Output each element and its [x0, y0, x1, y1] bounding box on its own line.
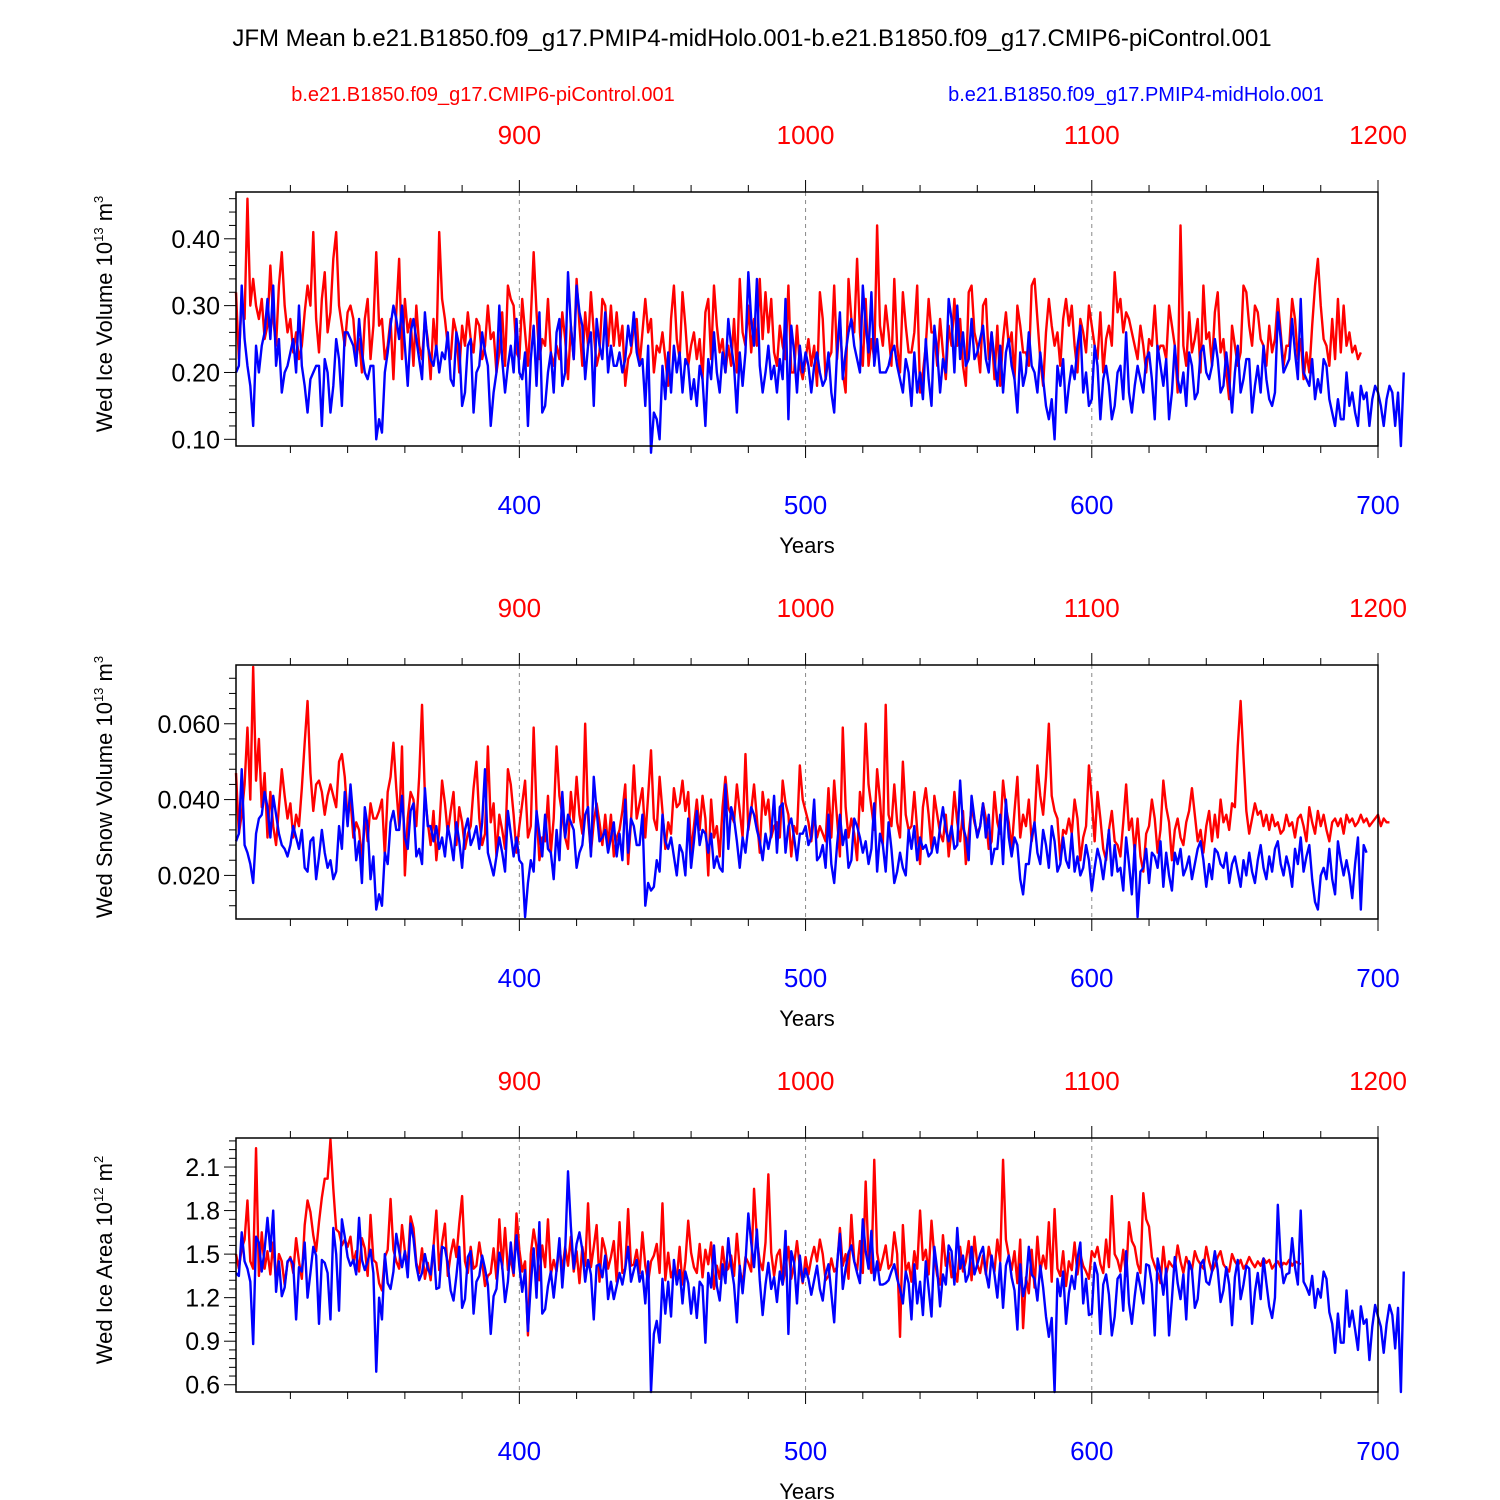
series-line-picontrol: [234, 1138, 1302, 1339]
legend-midholo-label: b.e21.B1850.f09_g17.PMIP4-midHolo.001: [948, 84, 1324, 106]
y-axis-label-superscript: 3: [91, 656, 106, 663]
y-tick-label: 0.6: [185, 1372, 220, 1400]
series-line-midholo: [235, 1170, 1405, 1394]
y-axis-label-superscript: 3: [91, 196, 106, 203]
y-tick-label: 0.30: [171, 293, 220, 321]
x-tick-label-top: 1000: [777, 1066, 835, 1096]
x-tick-label-top: 1000: [777, 120, 835, 150]
y-tick-label: 0.060: [157, 711, 220, 739]
y-tick-label: 0.040: [157, 787, 220, 815]
plot-frame: [235, 664, 1379, 920]
x-axis-label: Years: [779, 1479, 834, 1500]
y-axis-label-superscript: 13: [91, 227, 106, 241]
y-tick-label: 1.5: [185, 1241, 220, 1269]
legend-control-label: b.e21.B1850.f09_g17.CMIP6-piControl.001: [291, 84, 675, 106]
panel-2: 0.020 0.040 0.060 400 500 600 700 900 1000 1100 12…: [91, 593, 1407, 1031]
y-tick-label: 0.020: [157, 862, 220, 890]
x-tick-label-top: 1200: [1349, 1066, 1407, 1096]
x-axis-label: Years: [779, 1006, 834, 1031]
y-axis-label-text: m: [92, 1163, 117, 1187]
x-tick-label-top: 1100: [1064, 120, 1120, 150]
y-tick-label: 2.1: [185, 1154, 220, 1182]
x-tick-label-bottom: 700: [1356, 490, 1399, 520]
y-axis-label-text: m: [92, 663, 117, 687]
x-tick-label-top: 1200: [1349, 120, 1407, 150]
series-line-midholo: [234, 768, 1368, 919]
y-axis-label: Wed Snow Volume 1013 m3: [91, 656, 117, 918]
panel-3: 0.6 0.9 1.2 1.5 1.8 2.1 400 500 600 700 900 1000 110…: [91, 1066, 1407, 1500]
y-axis-label-superscript: 13: [91, 688, 106, 702]
series-line-midholo: [234, 271, 1405, 454]
x-tick-label-bottom: 600: [1070, 963, 1113, 993]
x-tick-label-bottom: 500: [784, 1436, 827, 1466]
y-axis-label-text: m: [92, 203, 117, 227]
y-tick-label: 1.2: [185, 1285, 220, 1313]
y-axis-label-superscript: 12: [91, 1187, 106, 1201]
y-tick-label: 0.20: [171, 359, 220, 387]
x-tick-label-bottom: 400: [498, 963, 541, 993]
y-tick-label: 1.8: [185, 1198, 220, 1226]
x-tick-label-bottom: 600: [1070, 1436, 1113, 1466]
x-tick-label-top: 900: [498, 593, 541, 623]
x-tick-label-top: 900: [498, 120, 541, 150]
x-tick-label-bottom: 600: [1070, 490, 1113, 520]
x-tick-label-bottom: 500: [784, 490, 827, 520]
y-axis-label-superscript: 2: [91, 1156, 106, 1163]
x-axis-label: Years: [779, 533, 834, 558]
x-tick-label-top: 1000: [777, 593, 835, 623]
x-tick-label-top: 900: [498, 1066, 541, 1096]
panel-1: 0.10 0.20 0.30 0.40 400 500 600 700 900 1000 1100 1…: [91, 120, 1407, 558]
x-tick-label-bottom: 700: [1356, 963, 1399, 993]
y-tick-label: 0.9: [185, 1328, 220, 1356]
x-tick-label-bottom: 400: [498, 490, 541, 520]
x-tick-label-bottom: 400: [498, 1436, 541, 1466]
figure-title: JFM Mean b.e21.B1850.f09_g17.PMIP4-midHo…: [232, 25, 1271, 52]
y-tick-label: 0.40: [171, 226, 220, 254]
y-axis-label: Wed Ice Volume 1013 m3: [91, 196, 117, 433]
y-axis-label-text: Wed Ice Area 10: [92, 1202, 117, 1364]
x-tick-label-top: 1100: [1064, 593, 1120, 623]
x-tick-label-bottom: 700: [1356, 1436, 1399, 1466]
x-tick-label-top: 1100: [1064, 1066, 1120, 1096]
x-tick-label-bottom: 500: [784, 963, 827, 993]
y-tick-label: 0.10: [171, 426, 220, 454]
plot-frame: [235, 1137, 1379, 1393]
y-axis-label-text: Wed Snow Volume 10: [92, 702, 117, 918]
x-tick-label-top: 1200: [1349, 593, 1407, 623]
y-axis-label-text: Wed Ice Volume 10: [92, 242, 117, 432]
y-axis-label: Wed Ice Area 1012 m2: [91, 1156, 117, 1364]
